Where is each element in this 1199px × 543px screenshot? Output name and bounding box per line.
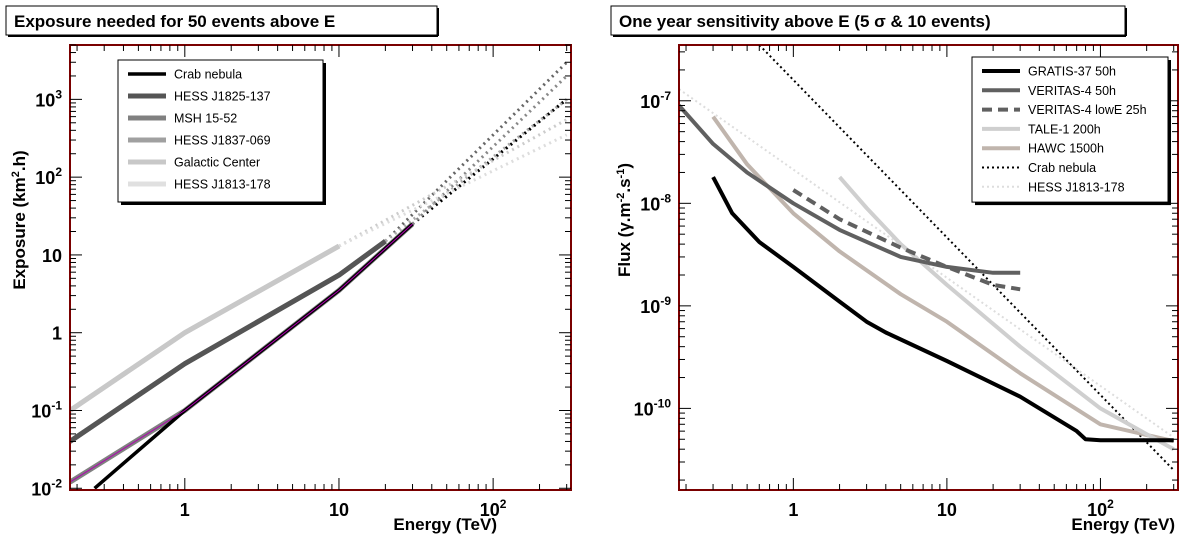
y-tick-label: 102	[35, 165, 62, 188]
series-line-tale-1-200h	[838, 175, 1175, 451]
legend-entry-hess-j1813-178: HESS J1813-178	[982, 180, 1125, 194]
x-tick-label: 102	[480, 497, 507, 520]
sensitivity-plot-area: 1 10 102 10-10 10-9 10-8 10-7 GRATIS-37 50h VERI…	[634, 44, 1179, 520]
sensitivity-chart-title-box: One year sensitivity above E (5 σ & 10 e…	[610, 5, 1127, 37]
series-line-crab-nebula	[93, 222, 414, 490]
x-tick-label: 10	[937, 500, 957, 520]
legend-label: Crab nebula	[1028, 161, 1096, 175]
legend-label: HAWC 1500h	[1028, 142, 1104, 156]
legend-label: MSH 15-52	[174, 112, 237, 126]
series-line-highlight	[70, 223, 413, 483]
exposure-chart-title-box: Exposure needed for 50 events above E	[5, 5, 439, 37]
plot-frame	[69, 44, 572, 491]
legend-entry-hess-j1813-178: HESS J1813-178	[128, 178, 271, 192]
exposure-y-axis-title: Exposure (km2.h)	[10, 150, 29, 289]
series-line-hess-j1825-137	[70, 239, 387, 444]
x-tick-label: 102	[1087, 497, 1114, 520]
series-line-msh-15-52	[70, 222, 415, 485]
y-tick-label: 1	[52, 324, 62, 344]
series-extension-hess-j1813-178	[338, 133, 568, 248]
y-tick-label: 10	[42, 246, 62, 266]
legend-entry-veritas-4-50h: VERITAS-4 50h	[982, 84, 1116, 98]
series-group	[679, 45, 1175, 471]
legend-entry-gratis-37-50h: GRATIS-37 50h	[982, 65, 1116, 79]
series-extension-galactic-center	[338, 118, 568, 248]
legend-entry-galactic-center: Galactic Center	[128, 156, 260, 170]
y-tick-label: 10-8	[640, 191, 671, 214]
y-tick-label: 103	[35, 87, 62, 110]
series-extension-hess-j1825-137	[384, 61, 568, 243]
legend-entry-crab-nebula: Crab nebula	[982, 161, 1096, 175]
legend-entry-hawc-1500h: HAWC 1500h	[982, 142, 1104, 156]
y-tick-label: 10-2	[31, 476, 62, 499]
x-tick-label: 1	[788, 500, 798, 520]
sensitivity-chart-title: One year sensitivity above E (5 σ & 10 e…	[619, 12, 991, 31]
legend-label: Crab nebula	[174, 68, 242, 82]
series-line-crab-nebula	[758, 45, 1175, 471]
legend-label: TALE-1 200h	[1028, 122, 1101, 136]
legend-label: HESS J1825-137	[174, 90, 271, 104]
legend-entry-veritas-4-lowe-25h: VERITAS-4 lowE 25h	[982, 103, 1147, 117]
x-tick-label: 1	[180, 500, 190, 520]
series-line-veritas-4-lowe-25h	[792, 188, 1021, 292]
series-group	[70, 61, 568, 490]
legend-entry-hess-j1825-137: HESS J1825-137	[128, 90, 271, 104]
exposure-chart-title: Exposure needed for 50 events above E	[14, 12, 335, 31]
legend-label: HESS J1837-069	[174, 134, 271, 148]
legend-label: HESS J1813-178	[174, 178, 271, 192]
sensitivity-y-axis-title: Flux (γ.m-2.s-1)	[615, 163, 634, 277]
legend-label: VERITAS-4 lowE 25h	[1028, 103, 1147, 117]
series-line-galactic-center	[70, 243, 341, 413]
series-extension-msh-15-52	[411, 74, 568, 226]
legend-entry-hess-j1837-069: HESS J1837-069	[128, 134, 271, 148]
exposure-plot-area: 1 10 102 10-2 10-1 1 10 102 103 Crab nebula HESS J…	[31, 44, 572, 520]
series-extension-crab-nebula	[411, 98, 568, 226]
series-line-hess-j1813-178	[679, 88, 1175, 439]
legend: GRATIS-37 50h VERITAS-4 50h VERITAS-4 lowE…	[971, 56, 1171, 206]
legend-label: VERITAS-4 50h	[1028, 84, 1116, 98]
sensitivity-x-axis-title: Energy (TeV)	[1071, 515, 1175, 534]
legend: Crab nebula HESS J1825-137 MSH 15-52 HESS J…	[117, 59, 326, 205]
legend-entry-crab-nebula: Crab nebula	[128, 68, 242, 82]
y-tick-label: 10-1	[31, 398, 62, 421]
y-tick-label: 10-9	[640, 294, 671, 317]
series-line-gratis-37-50h	[711, 176, 1174, 443]
legend-label: Galactic Center	[174, 156, 260, 170]
y-tick-label: 10-7	[640, 89, 671, 112]
legend-label: GRATIS-37 50h	[1028, 65, 1116, 79]
legend-entry-msh-15-52: MSH 15-52	[128, 112, 237, 126]
plot-frame	[678, 44, 1179, 491]
sensitivity-chart: One year sensitivity above E (5 σ & 10 e…	[610, 5, 1179, 534]
exposure-x-axis-title: Energy (TeV)	[393, 515, 497, 534]
series-line-veritas-4-50h	[679, 104, 1021, 275]
legend-label: HESS J1813-178	[1028, 180, 1125, 194]
legend-entry-tale-1-200h: TALE-1 200h	[982, 122, 1101, 136]
x-tick-label: 10	[329, 500, 349, 520]
y-tick-label: 10-10	[634, 396, 672, 419]
